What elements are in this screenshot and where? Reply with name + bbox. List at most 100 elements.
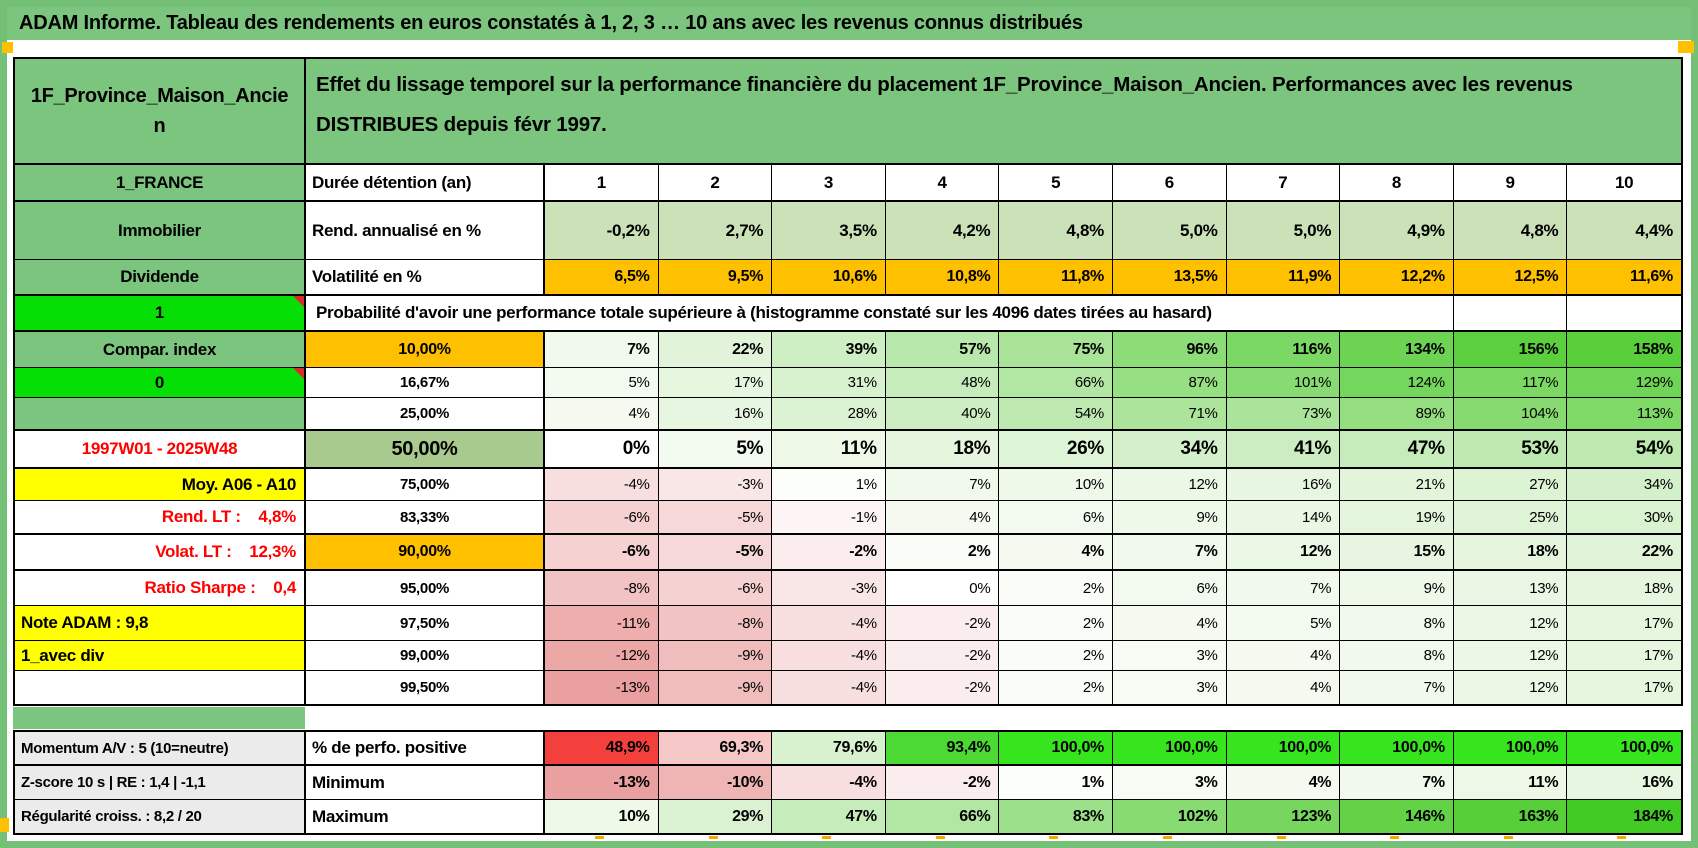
label-cell-p90[interactable]: 90,00% (306, 535, 545, 569)
cell-p10-y7[interactable]: 116% (1226, 332, 1341, 367)
label-cell-p975[interactable]: 97,50% (306, 606, 545, 640)
left-cell-p75[interactable]: Moy. A06 - A10 (15, 469, 306, 500)
cell-p95-y5[interactable]: 2% (999, 571, 1113, 605)
cell-perfo-y6[interactable]: 100,0% (1112, 732, 1227, 764)
cell-volat-y7[interactable]: 11,9% (1226, 260, 1341, 294)
cell-p995-y7[interactable]: 4% (1226, 671, 1341, 704)
cell-p1667-y6[interactable]: 87% (1112, 368, 1227, 397)
left-cell-p975[interactable]: Note ADAM : 9,8 (15, 606, 306, 640)
left-cell-p995[interactable] (15, 671, 306, 704)
cell-p10-y4[interactable]: 57% (885, 332, 1000, 367)
cell-perfo-y10[interactable]: 100,0% (1567, 732, 1681, 764)
label-cell-p95[interactable]: 95,00% (306, 571, 545, 605)
cell-p10-y3[interactable]: 39% (772, 332, 886, 367)
cell-perfo-y1[interactable]: 48,9% (545, 732, 659, 764)
label-cell-years[interactable]: Durée détention (an) (306, 165, 545, 200)
label-cell-p8333[interactable]: 83,33% (306, 501, 545, 533)
cell-p25-y2[interactable]: 16% (658, 398, 773, 429)
cell-rend-y4[interactable]: 4,2% (885, 202, 1000, 259)
cell-max-y8[interactable]: 146% (1340, 800, 1454, 833)
cell-p1667-y4[interactable]: 48% (885, 368, 1000, 397)
cell-p95-y10[interactable]: 18% (1567, 571, 1681, 605)
cell-perfo-y4[interactable]: 93,4% (885, 732, 1000, 764)
cell-volat-y1[interactable]: 6,5% (545, 260, 659, 294)
cell-p90-y10[interactable]: 22% (1567, 535, 1681, 569)
cell-p75-y2[interactable]: -3% (658, 469, 773, 500)
cell-p90-y4[interactable]: 2% (885, 535, 1000, 569)
cell-min-y4[interactable]: -2% (885, 766, 1000, 799)
cell-min-y1[interactable]: -13% (545, 766, 659, 799)
cell-p995-y6[interactable]: 3% (1112, 671, 1227, 704)
label-cell-p25[interactable]: 25,00% (306, 398, 545, 429)
cell-p8333-y7[interactable]: 14% (1226, 501, 1341, 533)
description-cell[interactable]: Effet du lissage temporel sur la perform… (306, 59, 1681, 163)
cell-p50-y2[interactable]: 5% (658, 431, 773, 467)
cell-max-y9[interactable]: 163% (1453, 800, 1568, 833)
cell-p1667-y8[interactable]: 124% (1340, 368, 1454, 397)
cell-p8333-y1[interactable]: -6% (545, 501, 659, 533)
cell-p95-y8[interactable]: 9% (1340, 571, 1454, 605)
cell-p75-y6[interactable]: 12% (1112, 469, 1227, 500)
cell-p975-y2[interactable]: -8% (658, 606, 773, 640)
cell-max-y3[interactable]: 47% (772, 800, 886, 833)
label-cell-p995[interactable]: 99,50% (306, 671, 545, 704)
cell-p10-y6[interactable]: 96% (1112, 332, 1227, 367)
cell-max-y7[interactable]: 123% (1226, 800, 1341, 833)
cell-p99-y8[interactable]: 8% (1340, 641, 1454, 670)
cell-volat-y8[interactable]: 12,2% (1340, 260, 1454, 294)
cell-p1667-y9[interactable]: 117% (1453, 368, 1568, 397)
cell-p99-y6[interactable]: 3% (1112, 641, 1227, 670)
cell-min-y7[interactable]: 4% (1226, 766, 1341, 799)
cell-volat-y3[interactable]: 10,6% (772, 260, 886, 294)
left-cell-p90[interactable]: Volat. LT : 12,3% (15, 535, 306, 569)
cell-min-y10[interactable]: 16% (1567, 766, 1681, 799)
cell-max-y10[interactable]: 184% (1567, 800, 1681, 833)
cell-min-y3[interactable]: -4% (772, 766, 886, 799)
cell-p95-y9[interactable]: 13% (1453, 571, 1568, 605)
cell-max-y4[interactable]: 66% (885, 800, 1000, 833)
cell-p75-y9[interactable]: 27% (1453, 469, 1568, 500)
empty-cell-9[interactable] (1454, 296, 1568, 330)
cell-p975-y10[interactable]: 17% (1567, 606, 1681, 640)
cell-p1667-y2[interactable]: 17% (658, 368, 773, 397)
cell-p25-y8[interactable]: 89% (1340, 398, 1454, 429)
cell-p1667-y1[interactable]: 5% (545, 368, 659, 397)
label-cell-rend[interactable]: Rend. annualisé en % (306, 202, 545, 259)
cell-p975-y9[interactable]: 12% (1453, 606, 1568, 640)
cell-years-y2[interactable]: 2 (659, 165, 773, 200)
label-cell-p99[interactable]: 99,00% (306, 641, 545, 670)
cell-p995-y4[interactable]: -2% (885, 671, 1000, 704)
cell-rend-y1[interactable]: -0,2% (545, 202, 659, 259)
cell-max-y1[interactable]: 10% (545, 800, 659, 833)
cell-p90-y5[interactable]: 4% (999, 535, 1113, 569)
cell-min-y5[interactable]: 1% (999, 766, 1113, 799)
cell-min-y2[interactable]: -10% (658, 766, 773, 799)
left-cell-max[interactable]: Régularité croiss. : 8,2 / 20 (15, 800, 306, 833)
empty-cell-10[interactable] (1567, 296, 1681, 330)
label-cell-perfo[interactable]: % de perfo. positive (306, 732, 545, 764)
cell-years-y6[interactable]: 6 (1113, 165, 1227, 200)
cell-p8333-y6[interactable]: 9% (1112, 501, 1227, 533)
left-cell-prob[interactable]: 1 (15, 296, 306, 330)
cell-p1667-y7[interactable]: 101% (1226, 368, 1341, 397)
label-cell-p75[interactable]: 75,00% (306, 469, 545, 500)
cell-p25-y9[interactable]: 104% (1453, 398, 1568, 429)
cell-p25-y6[interactable]: 71% (1112, 398, 1227, 429)
cell-years-y7[interactable]: 7 (1227, 165, 1341, 200)
left-cell-min[interactable]: Z-score 10 s | RE : 1,4 | -1,1 (15, 766, 306, 799)
subject-cell[interactable]: 1F_Province_Maison_Ancien (15, 59, 306, 163)
cell-perfo-y7[interactable]: 100,0% (1226, 732, 1341, 764)
left-cell-rend[interactable]: Immobilier (15, 202, 306, 259)
cell-volat-y6[interactable]: 13,5% (1112, 260, 1227, 294)
cell-p99-y10[interactable]: 17% (1567, 641, 1681, 670)
cell-p90-y7[interactable]: 12% (1226, 535, 1341, 569)
cell-p25-y1[interactable]: 4% (545, 398, 659, 429)
cell-p50-y3[interactable]: 11% (772, 431, 886, 467)
cell-p99-y4[interactable]: -2% (885, 641, 1000, 670)
cell-p90-y2[interactable]: -5% (658, 535, 773, 569)
left-cell-years[interactable]: 1_FRANCE (15, 165, 306, 200)
cell-p75-y3[interactable]: 1% (772, 469, 886, 500)
cell-p50-y9[interactable]: 53% (1453, 431, 1568, 467)
cell-rend-y2[interactable]: 2,7% (658, 202, 773, 259)
cell-perfo-y5[interactable]: 100,0% (999, 732, 1113, 764)
